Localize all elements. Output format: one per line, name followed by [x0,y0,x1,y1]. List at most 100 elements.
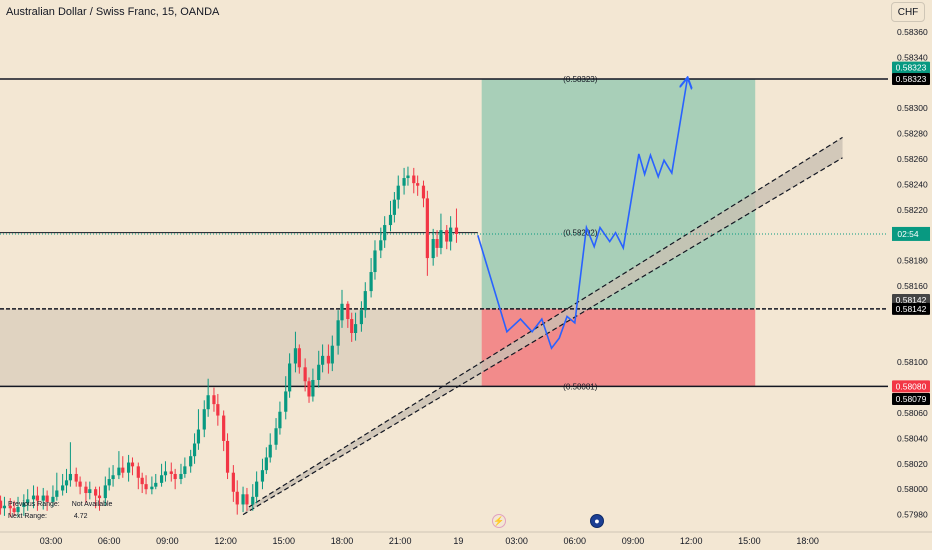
candle-body [251,496,255,505]
candle-body [363,291,367,311]
price-tag: 0.58323 [892,61,930,74]
candle [379,227,383,259]
x-tick-label: 09:00 [156,536,179,546]
target-zone [481,79,756,309]
candle-body [406,175,410,179]
candle [84,481,88,504]
x-tick-label: 19 [453,536,463,546]
price-tag: 0.58080 [892,380,930,393]
projection-path [477,79,688,350]
candle-body [183,466,187,474]
level-stop-label: (0.58081) [563,382,598,391]
candle [196,409,201,450]
price-tag-bg [892,73,930,85]
candle-body [388,214,393,226]
price-tag: 0.58323 [892,73,930,85]
candle [260,458,265,490]
candle-body [412,175,416,184]
candle [173,468,177,490]
candle [293,331,298,373]
candle-body [45,495,49,502]
candle-body [449,227,453,242]
price-tag-label: 0.58142 [896,304,927,314]
x-tick-label: 15:00 [273,536,296,546]
candle [61,473,65,496]
x-tick-label: 21:00 [389,536,412,546]
candle [179,463,183,485]
price-tag-bg [892,302,930,315]
candle-body [396,185,400,200]
y-tick-label: 0.58240 [897,179,928,189]
x-tick-label: 15:00 [738,536,761,546]
candle [2,496,7,516]
y-tick-label: 0.58220 [897,205,928,215]
candle-body [268,444,272,458]
candle-body [260,470,265,482]
candle-body [68,473,72,481]
candle-body [293,348,298,364]
candle-body [64,480,69,486]
previous-range-value: Not Available [71,501,113,508]
candle-body [445,230,449,242]
previous-range-row: Previous Range: Not Available [8,501,112,508]
candle-body [383,225,387,241]
candle [435,230,439,257]
price-tag: 0.58142 [892,302,930,315]
candle [350,312,354,342]
price-tag-label: 0.58079 [896,394,927,404]
candle-body [278,411,282,429]
candle [231,465,235,502]
candle-body [121,467,125,473]
candle-body [150,486,154,490]
y-tick-label: 0.58000 [897,484,928,494]
candle-body [421,185,426,199]
candle-body [235,491,239,505]
candle-body [321,355,325,365]
price-tag-bg [892,393,930,406]
candle [321,344,325,373]
candle [373,240,377,280]
candle [117,451,121,480]
candle [268,433,272,463]
candle-body [2,505,7,509]
candle-body [373,250,377,273]
candle-body [31,495,36,500]
candle-body [22,503,26,507]
next-range-row: Next Range: 4.72 [8,513,88,520]
candle [449,216,453,251]
candle [216,393,220,426]
y-tick-label: 0.58300 [897,103,928,113]
price-tag-bg [892,380,930,393]
candle [402,167,406,195]
candle [183,457,187,478]
current-price-tag: 02:54 [892,226,930,241]
candle-body [216,404,220,416]
level-entry-label: (0.58202) [563,229,598,238]
candle [445,225,449,250]
currency-selector[interactable]: CHF [891,2,925,22]
x-tick-label: 06:00 [98,536,121,546]
candle-body [51,496,55,502]
lightning-icon[interactable]: ⚡ [492,514,506,528]
candle-body [173,473,177,480]
candle-body [136,466,140,478]
y-tick-label: 0.58180 [897,256,928,266]
y-tick-label: 0.58160 [897,281,928,291]
candle-body [326,355,331,364]
candle [189,449,193,473]
candle-body [127,462,131,473]
candle [439,213,443,255]
x-tick-label: 03:00 [505,536,528,546]
stop-zone [481,308,756,387]
candle [235,480,239,515]
candle-body [154,482,158,487]
price-tag-label: 0.58142 [896,295,927,305]
candle-body [245,494,249,505]
candle [255,471,259,504]
candle-body [0,500,3,509]
flag-icon[interactable]: ● [590,514,604,528]
candle-body [111,475,115,480]
candle-body [303,367,307,382]
